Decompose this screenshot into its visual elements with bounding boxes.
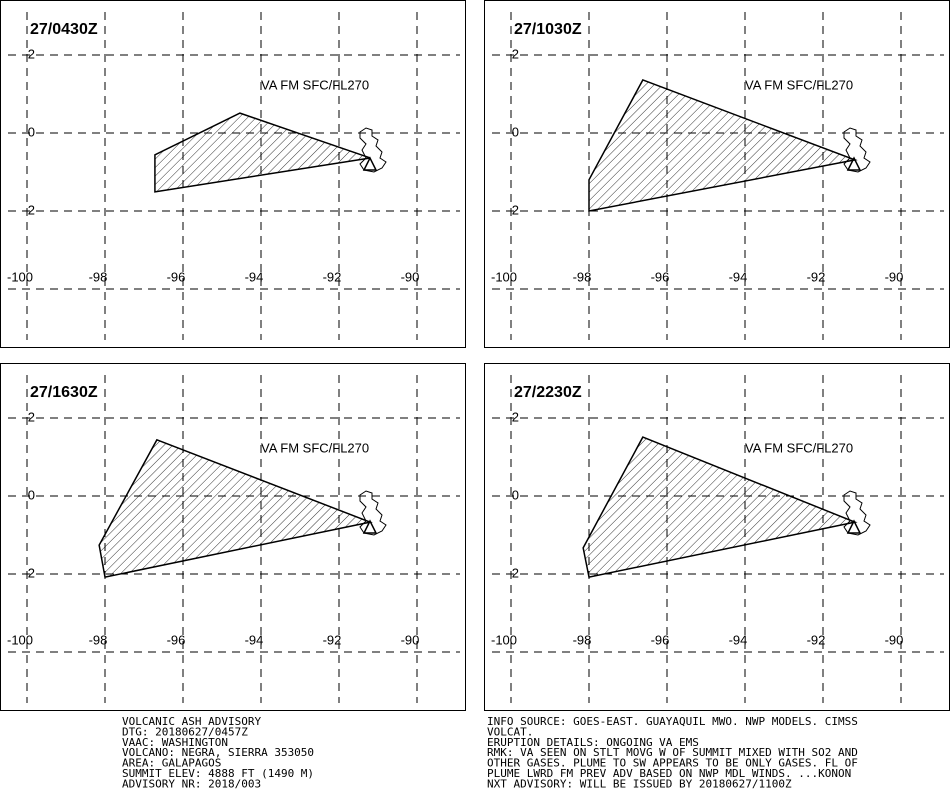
volcano-symbol bbox=[846, 156, 862, 171]
lon-tick-label: -100 bbox=[7, 632, 33, 647]
ash-plume bbox=[582, 436, 858, 579]
time-label-bg bbox=[28, 20, 104, 40]
lon-tick-label: -96 bbox=[651, 269, 670, 284]
lon-tick-label: -92 bbox=[323, 632, 342, 647]
lon-tick-label: -96 bbox=[651, 632, 670, 647]
lon-tick-label: -94 bbox=[729, 632, 748, 647]
lon-tick-label: -92 bbox=[807, 269, 826, 284]
ash-plume bbox=[588, 79, 858, 212]
panel-border bbox=[0, 363, 466, 711]
advisory-line: ERUPTION DETAILS: ONGOING VA EMS bbox=[487, 736, 699, 749]
advisory-line: SUMMIT ELEV: 4888 FT (1490 M) bbox=[122, 767, 314, 780]
advisory-line: NXT ADVISORY: WILL BE ISSUED BY 20180627… bbox=[487, 777, 792, 790]
lon-tick-label: -98 bbox=[89, 269, 108, 284]
ash-plume bbox=[154, 112, 371, 193]
lon-tick-label: -90 bbox=[885, 269, 904, 284]
volcano-symbol bbox=[362, 156, 378, 171]
lat-tick-label: 2 bbox=[28, 46, 35, 61]
lat-tick-label: 2 bbox=[28, 409, 35, 424]
map-panel: -100 -98 -96 -94 -92 -90 2 0 -2 27/1630Z VA FM SFC… bbox=[0, 363, 466, 711]
ash-annotation: VA FM SFC/FL270 bbox=[745, 77, 853, 92]
advisory-line: DTG: 20180627/0457Z bbox=[122, 725, 248, 738]
ash-annotation: VA FM SFC/FL270 bbox=[261, 77, 369, 92]
valid-time: 27/2230Z bbox=[514, 384, 582, 401]
ash-plume bbox=[98, 438, 373, 579]
advisory-line: INFO SOURCE: GOES-EAST. GUAYAQUIL MWO. N… bbox=[487, 715, 858, 728]
lon-tick-label: -98 bbox=[573, 632, 592, 647]
advisory-line: VOLCAT. bbox=[487, 725, 533, 738]
map-panel: -100 -98 -96 -94 -92 -90 2 0 -2 27/0430Z VA FM SFC… bbox=[0, 0, 466, 348]
ash-annotation: VA FM SFC/FL270 bbox=[261, 440, 369, 455]
lon-tick-label: -100 bbox=[491, 269, 517, 284]
ash-annotation: VA FM SFC/FL270 bbox=[745, 440, 853, 455]
lat-tick-label: 2 bbox=[512, 409, 519, 424]
lat-tick-label: 0 bbox=[28, 124, 35, 139]
island-outline bbox=[843, 490, 871, 536]
island-outline bbox=[359, 490, 387, 536]
lat-tick-label: 0 bbox=[512, 124, 519, 139]
island-outline bbox=[359, 127, 387, 173]
lon-tick-label: -92 bbox=[807, 632, 826, 647]
lon-tick-label: -94 bbox=[729, 269, 748, 284]
lon-tick-label: -90 bbox=[401, 632, 420, 647]
advisory-line: AREA: GALAPAGOS bbox=[122, 757, 221, 770]
volcano-symbol bbox=[846, 519, 862, 534]
advisory-line: VOLCANIC ASH ADVISORY bbox=[122, 715, 261, 728]
lat-tick-label: 2 bbox=[512, 46, 519, 61]
lat-tick-label: 0 bbox=[28, 487, 35, 502]
advisory-line: OTHER GASES. PLUME TO SW APPEARS TO BE O… bbox=[487, 757, 858, 770]
lat-tick-label: -2 bbox=[507, 565, 519, 580]
lon-tick-label: -98 bbox=[89, 632, 108, 647]
island-outline bbox=[843, 127, 871, 173]
map-panel: -100 -98 -96 -94 -92 -90 2 0 -2 27/1030Z VA FM SFC… bbox=[484, 0, 950, 348]
lon-tick-label: -98 bbox=[573, 269, 592, 284]
advisory-line: VAAC: WASHINGTON bbox=[122, 736, 228, 749]
lat-tick-label: -2 bbox=[507, 202, 519, 217]
advisory-line: VOLCANO: NEGRA, SIERRA 353050 bbox=[122, 746, 314, 759]
lon-tick-label: -90 bbox=[885, 632, 904, 647]
lat-tick-label: 0 bbox=[512, 487, 519, 502]
valid-time: 27/1030Z bbox=[514, 21, 582, 38]
valid-time: 27/0430Z bbox=[30, 21, 98, 38]
volcano-symbol bbox=[362, 519, 378, 534]
lon-tick-label: -96 bbox=[167, 269, 186, 284]
lon-tick-label: -96 bbox=[167, 632, 186, 647]
advisory-line: PLUME LWRD FM PREV ADV BASED ON NWP MDL … bbox=[487, 767, 851, 780]
lon-tick-label: -92 bbox=[323, 269, 342, 284]
panel-border bbox=[0, 0, 466, 348]
time-label-bg bbox=[28, 383, 104, 403]
valid-time: 27/1630Z bbox=[30, 384, 98, 401]
time-label-bg bbox=[512, 383, 588, 403]
map-panel: -100 -98 -96 -94 -92 -90 2 0 -2 27/2230Z VA FM SFC… bbox=[484, 363, 950, 711]
time-label-bg bbox=[512, 20, 588, 40]
advisory-line: ADVISORY NR: 2018/003 bbox=[122, 777, 261, 790]
lon-tick-label: -90 bbox=[401, 269, 420, 284]
lat-tick-label: -2 bbox=[23, 565, 35, 580]
lat-tick-label: -2 bbox=[23, 202, 35, 217]
advisory-line: RMK: VA SEEN ON STLT MOVG W OF SUMMIT MI… bbox=[487, 746, 858, 759]
lon-tick-label: -94 bbox=[245, 269, 264, 284]
lon-tick-label: -100 bbox=[7, 269, 33, 284]
lon-tick-label: -100 bbox=[491, 632, 517, 647]
lon-tick-label: -94 bbox=[245, 632, 264, 647]
